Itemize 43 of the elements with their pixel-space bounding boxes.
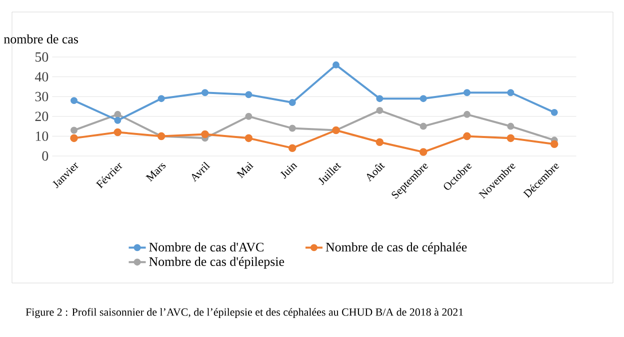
point <box>464 89 470 96</box>
point <box>245 91 252 98</box>
point <box>420 122 427 130</box>
point <box>420 95 427 102</box>
y-tick-label: 0 <box>42 151 48 161</box>
point <box>507 122 514 130</box>
point <box>550 108 558 116</box>
y-tick-label: 30 <box>35 92 48 102</box>
point <box>201 130 209 138</box>
point <box>114 128 122 136</box>
x-tick-label: Juin <box>280 164 298 179</box>
legend-label: Nombre de cas de céphalée <box>326 242 467 254</box>
y-tick-label: 10 <box>36 131 48 141</box>
x-tick-label: Mai <box>236 162 254 178</box>
point <box>288 144 296 152</box>
point <box>70 134 78 142</box>
point <box>114 110 122 118</box>
y-axis-title: nombre de cas <box>4 34 78 44</box>
point <box>202 89 208 96</box>
point <box>70 97 78 104</box>
point <box>376 106 384 114</box>
point <box>464 110 470 118</box>
point <box>114 116 122 124</box>
point <box>376 95 384 102</box>
legend-label: Nombre de cas d'épilepsie <box>149 256 284 269</box>
point <box>332 61 340 68</box>
point <box>244 134 253 142</box>
point <box>419 148 428 156</box>
legend-label: Nombre de cas d'AVC <box>149 242 264 252</box>
point <box>376 138 384 146</box>
point <box>550 140 558 148</box>
caption: Figure 2 : Profil saisonnier de l’AVC, de l’épilepsie et des céphalées au CHUD B/A de 2018 à 2021 <box>26 308 463 318</box>
y-tick-label: 20 <box>35 112 48 122</box>
point <box>245 112 252 120</box>
point <box>158 95 165 102</box>
point <box>288 124 296 132</box>
point <box>70 126 78 134</box>
point <box>288 99 296 106</box>
point <box>506 134 515 142</box>
point <box>463 132 471 140</box>
y-tick-label: 50 <box>36 52 48 62</box>
y-tick-label: 40 <box>34 72 48 82</box>
point <box>507 89 514 96</box>
